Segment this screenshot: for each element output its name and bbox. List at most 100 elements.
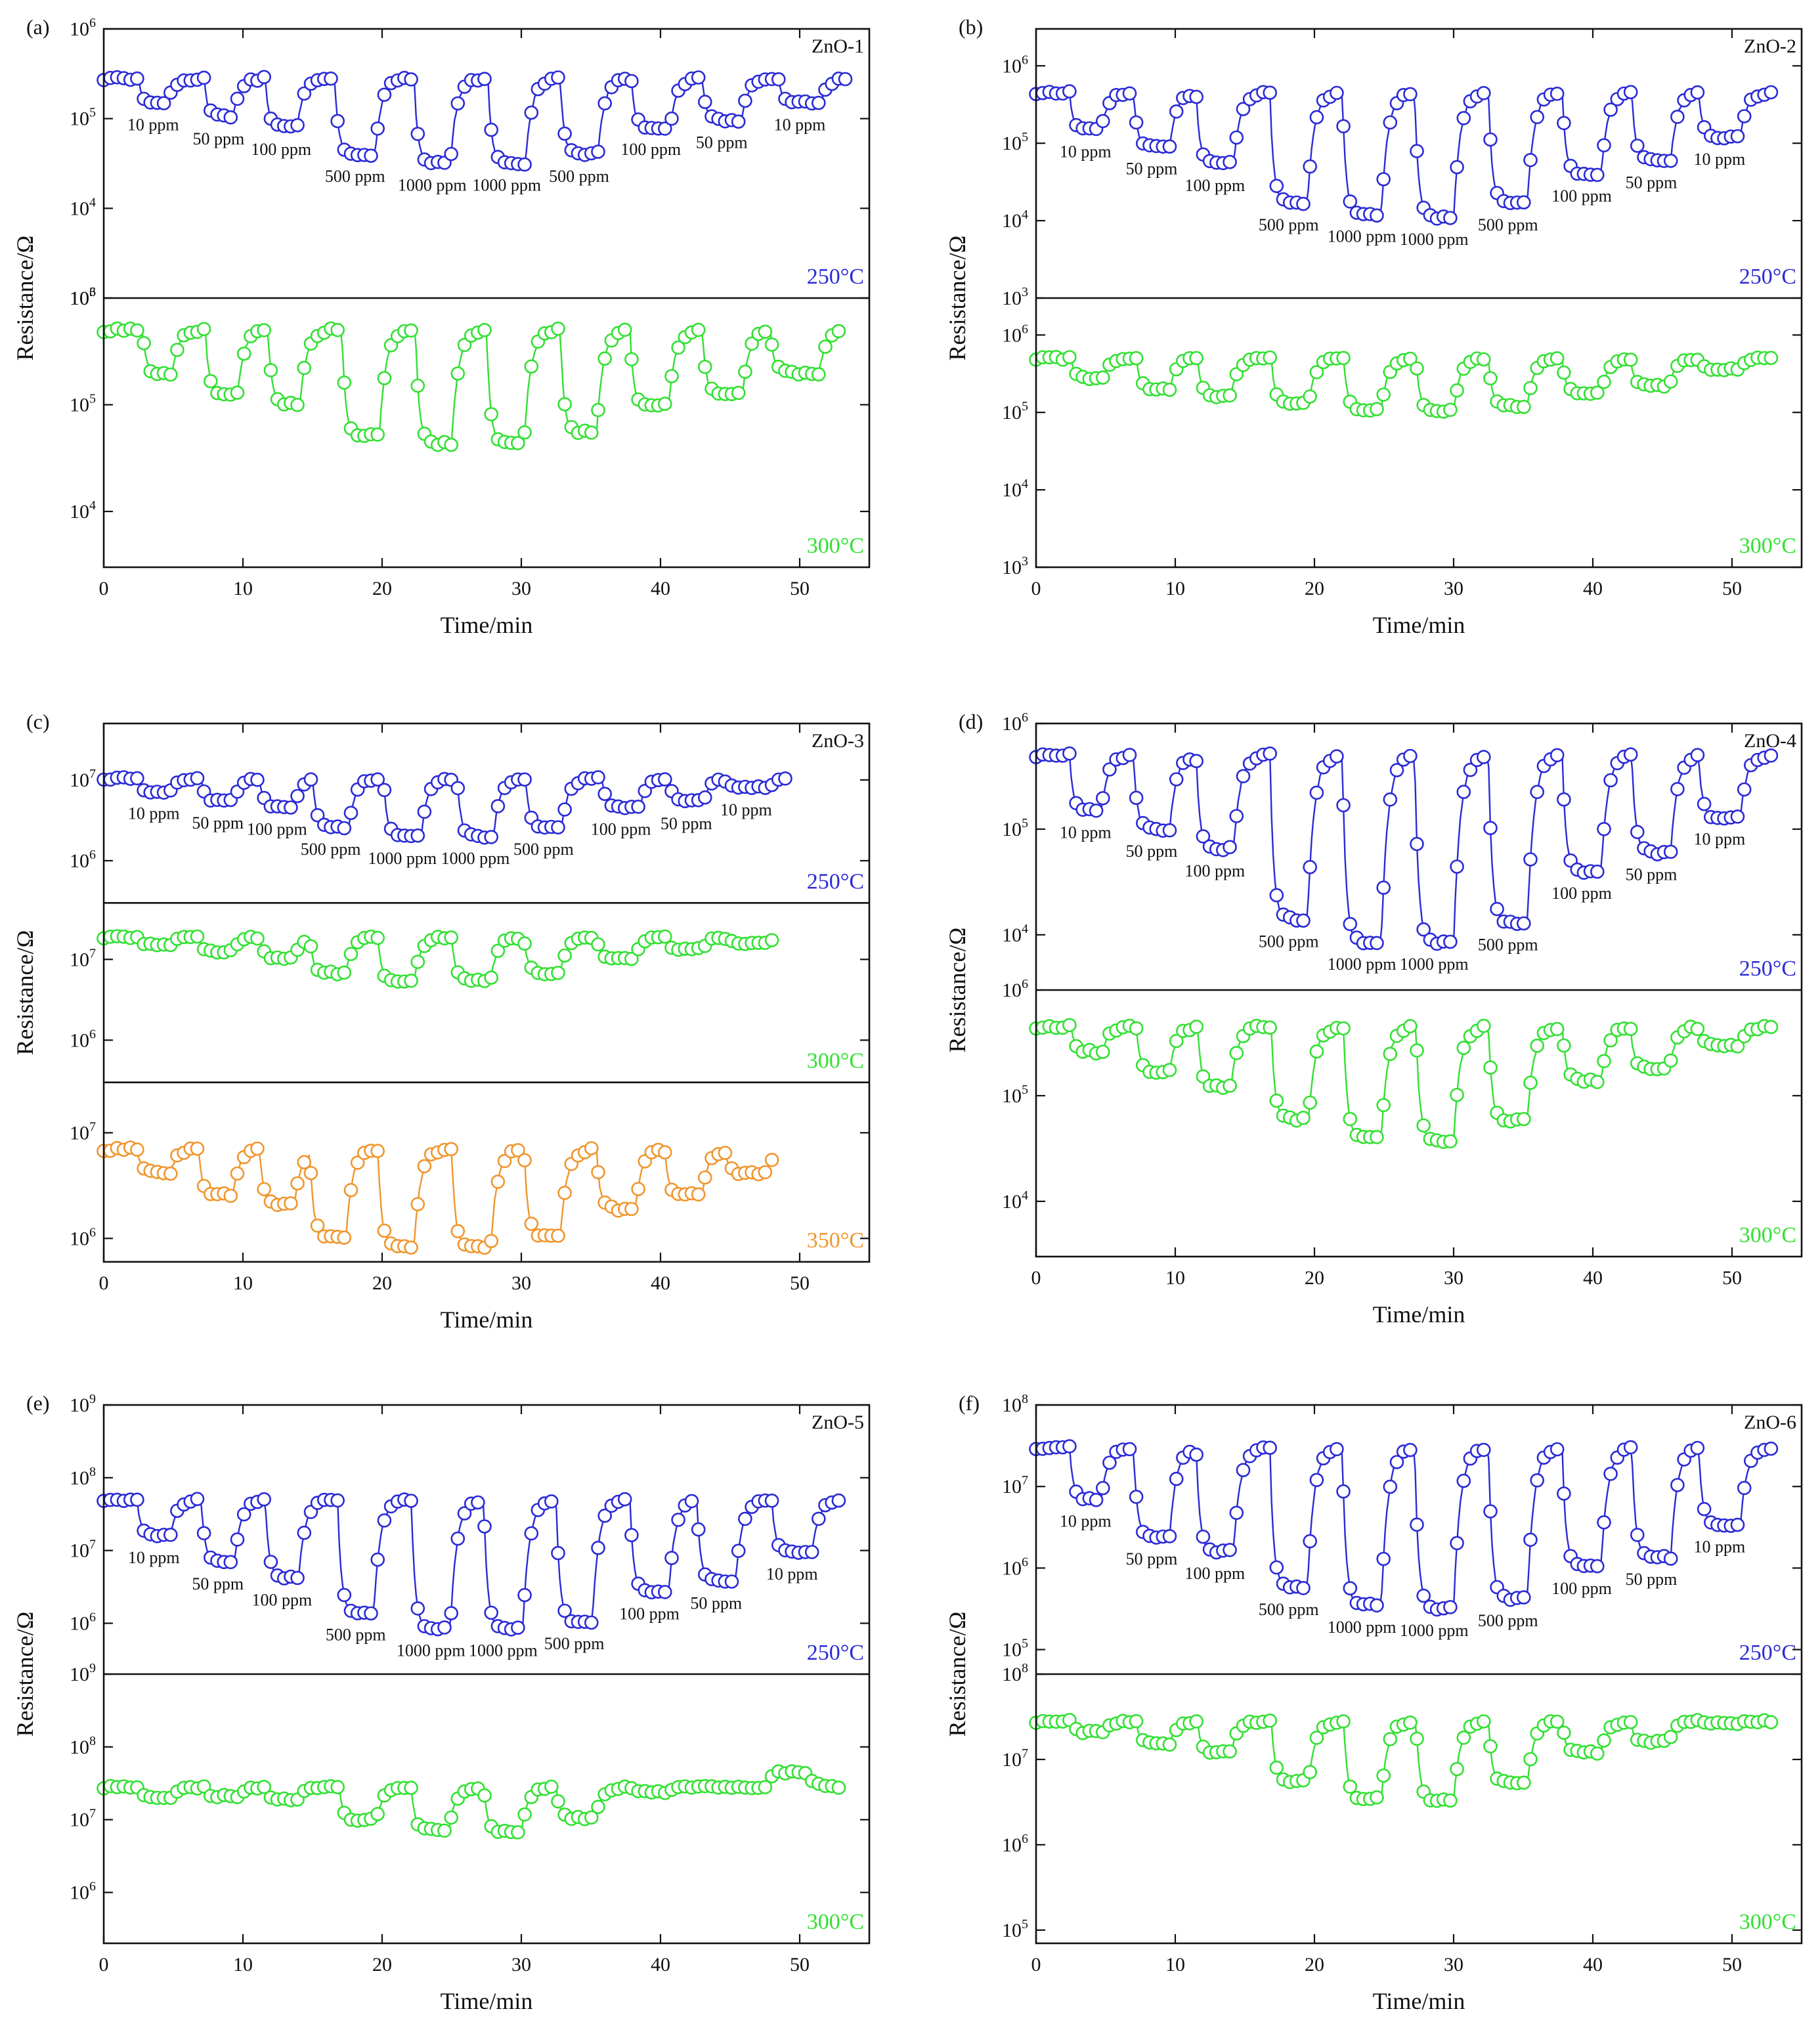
data-point xyxy=(1089,804,1104,818)
concentration-label: 1000 ppm xyxy=(472,175,541,194)
concentration-label: 50 ppm xyxy=(192,813,244,832)
concentration-label: 10 ppm xyxy=(128,1548,180,1567)
data-point xyxy=(778,771,792,786)
chart-panel-zno-5: (e) 106 107 108 109 10 ppm 50 ppm 100 ppm 500 pp… xyxy=(12,1391,871,2014)
data-point xyxy=(437,1620,452,1635)
data-point xyxy=(370,1807,385,1821)
data-point xyxy=(1169,104,1184,119)
x-axis-title: Time/min xyxy=(1373,1301,1465,1327)
data-point xyxy=(1376,1098,1391,1113)
data-point xyxy=(490,799,506,813)
subplot-300c: 106 107 300°C xyxy=(70,902,869,1073)
data-point xyxy=(664,1551,679,1565)
y-tick-label: 107 xyxy=(1002,1746,1028,1771)
concentration-label: 100 ppm xyxy=(619,1605,680,1624)
data-point xyxy=(190,1141,205,1156)
data-point xyxy=(551,966,565,980)
concentration-label: 50 ppm xyxy=(1626,1570,1678,1589)
plot-frame xyxy=(1035,1404,1803,1945)
data-point xyxy=(410,1601,425,1616)
data-point xyxy=(1062,1439,1077,1454)
data-point xyxy=(1236,769,1251,784)
concentration-label: 50 ppm xyxy=(1126,160,1178,179)
y-tick-label: 104 xyxy=(1002,477,1028,501)
concentration-label: 10 ppm xyxy=(1694,1537,1746,1556)
data-point xyxy=(1450,1761,1464,1777)
data-point xyxy=(1697,796,1712,811)
data-point xyxy=(257,1492,272,1507)
data-point xyxy=(1477,1018,1491,1033)
data-point xyxy=(1263,746,1277,761)
data-point xyxy=(1410,836,1424,852)
data-point xyxy=(417,804,432,819)
data-point xyxy=(1296,196,1311,211)
data-point xyxy=(657,1145,672,1159)
data-point xyxy=(1343,1581,1358,1595)
data-point xyxy=(1403,1715,1418,1730)
subplot-250c: 106 107 108 109 10 ppm 50 ppm 100 ppm 500 ppm 10… xyxy=(70,1392,869,1665)
data-point xyxy=(1223,1744,1237,1759)
data-point xyxy=(1370,1130,1384,1144)
data-point xyxy=(290,118,305,133)
x-tick-label: 40 xyxy=(651,1272,670,1294)
data-point xyxy=(257,70,272,85)
y-tick-label: 105 xyxy=(1002,399,1028,423)
concentration-label: 500 ppm xyxy=(513,840,574,859)
data-point xyxy=(698,790,712,805)
data-point xyxy=(657,929,672,944)
data-point xyxy=(1690,1022,1705,1037)
y-tick-label: 106 xyxy=(70,285,96,309)
data-point xyxy=(1343,1779,1358,1794)
data-point xyxy=(1169,772,1184,787)
data-point xyxy=(1530,110,1544,125)
data-point xyxy=(691,1522,706,1537)
data-point xyxy=(1343,194,1358,209)
data-point xyxy=(1549,1714,1565,1729)
x-tick-label: 30 xyxy=(1444,578,1463,599)
data-point xyxy=(1309,365,1324,379)
data-point xyxy=(1383,1732,1398,1746)
y-tick-label: 103 xyxy=(1002,285,1028,309)
concentration-label: 1000 ppm xyxy=(1328,227,1397,246)
y-tick-label: 105 xyxy=(1002,1637,1028,1661)
data-point xyxy=(196,1779,211,1794)
y-tick-label: 105 xyxy=(1002,1917,1028,1941)
data-point xyxy=(1603,1467,1618,1481)
data-point xyxy=(284,800,298,815)
data-point xyxy=(1483,1504,1498,1519)
data-point xyxy=(1370,402,1384,416)
data-point xyxy=(290,397,305,412)
data-point xyxy=(1690,748,1705,762)
data-point xyxy=(1263,350,1277,365)
data-point xyxy=(738,1511,752,1526)
data-point xyxy=(330,1780,345,1794)
data-point xyxy=(1410,1043,1424,1058)
data-point xyxy=(284,1196,298,1211)
data-point xyxy=(163,367,178,382)
data-point xyxy=(337,1230,352,1245)
data-point xyxy=(517,1153,532,1167)
concentration-label: 1000 ppm xyxy=(1328,1618,1397,1637)
data-point xyxy=(477,72,492,86)
y-tick-label: 106 xyxy=(1002,1555,1028,1579)
resistance-trace xyxy=(1035,1719,1771,1803)
data-point xyxy=(1690,85,1705,100)
data-point xyxy=(303,772,318,787)
data-point xyxy=(584,1141,599,1155)
concentration-label: 10 ppm xyxy=(1060,823,1112,842)
data-point xyxy=(1303,1765,1317,1779)
data-point xyxy=(1102,762,1117,777)
data-point xyxy=(1376,1768,1391,1783)
data-point xyxy=(1764,1441,1779,1456)
data-point xyxy=(1343,917,1358,932)
concentration-label: 10 ppm xyxy=(766,1564,818,1584)
data-point xyxy=(484,1234,499,1248)
concentration-label: 500 ppm xyxy=(1259,1600,1319,1619)
data-point xyxy=(812,367,826,382)
data-point xyxy=(1523,1532,1538,1547)
data-point xyxy=(517,772,532,787)
y-tick-label: 109 xyxy=(70,1661,96,1685)
data-point xyxy=(1663,1551,1678,1566)
y-tick-label: 103 xyxy=(1002,554,1028,578)
data-point xyxy=(1296,1110,1311,1125)
